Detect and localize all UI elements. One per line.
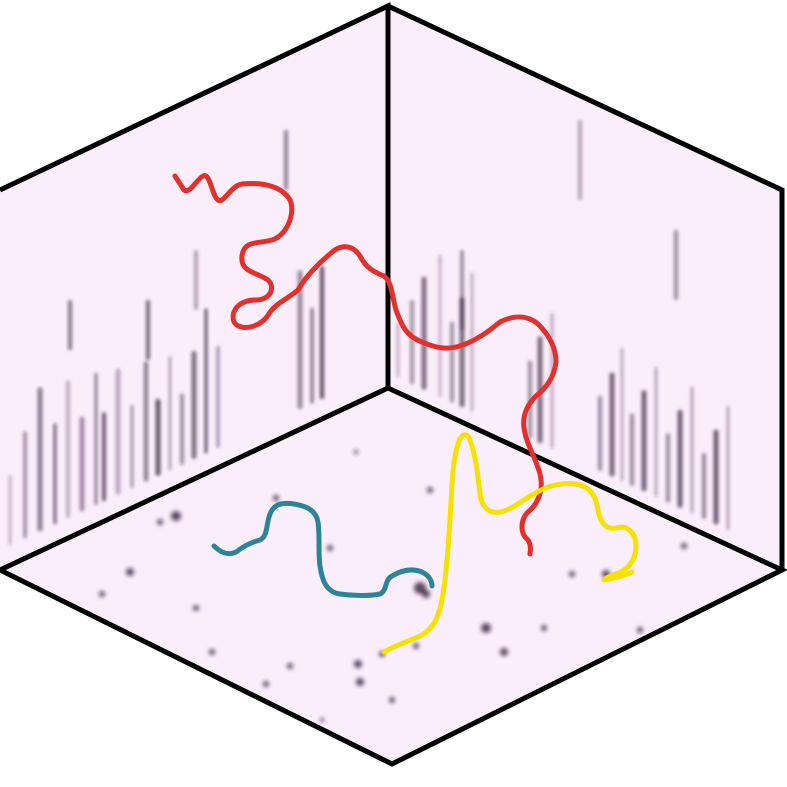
right-wall-streak [726,406,730,531]
floor-spot [422,590,430,598]
right-wall-streak [396,322,400,378]
floor-spot [354,660,362,668]
floor-spot [354,450,358,454]
left-wall-streak [194,250,198,310]
left-wall-streak [297,270,303,410]
right-wall-streak [641,390,647,492]
floor-spot [500,648,508,656]
floor-spot [126,568,134,576]
right-wall-streak [609,372,615,477]
floor-edge [0,385,787,767]
floor-spot [157,519,163,525]
right-wall-streak [702,452,706,519]
right-wall-streak [630,413,634,486]
right-wall-streak [713,429,719,525]
left-wall-streak [94,372,98,505]
right-wall-streak [598,395,602,471]
floor-spot [327,545,333,551]
left-wall-streak [310,307,314,404]
trajectory-red [172,173,559,557]
left-wall-streak [168,356,172,471]
left-wall-streak [53,423,57,525]
left-wall-streak [66,380,70,519]
floor-spot [481,623,491,633]
floor-spot [209,649,215,655]
right-wall-streak [666,433,670,503]
right-wall-streak [410,300,414,385]
left-wall-streaks [8,130,324,546]
left-wall-streak [284,130,288,190]
left-wall-streak [216,345,220,448]
left-wall-streak [144,361,148,482]
left-wall-streak [23,431,27,539]
floor-spot [389,697,395,703]
floor-spots [99,450,687,722]
left-wall-streak [8,475,12,546]
floor-spot [263,681,269,687]
right-wall-streak [677,409,683,508]
floor-spot [273,495,279,501]
right-wall-streak [450,321,454,403]
right-wall-edge [386,3,785,570]
right-wall-streak [438,255,442,398]
left-wall-streak [79,416,85,512]
left-wall-streak [68,300,72,350]
right-wall-streak [674,230,678,300]
left-wall-streak [204,308,208,454]
floor-spot [637,627,643,633]
left-wall-streak [130,405,134,489]
left-wall-streak [37,387,43,532]
cube-edges [0,2,787,767]
right-wall-streak [578,120,582,200]
right-wall-panel [388,6,782,570]
floor-spot [541,625,547,631]
floor-spot [681,543,687,549]
left-wall-streak [102,412,106,502]
left-wall-streak [180,393,184,465]
right-wall-streak [620,348,624,482]
left-wall-streak [191,351,197,459]
floor-spot [414,582,426,594]
floor-spot [99,591,105,597]
left-wall-streak [115,368,121,495]
floor-spot [569,571,575,577]
right-wall-streak [690,386,694,514]
floor-spot [320,718,324,722]
trajectory-yellow [381,432,639,655]
right-wall-streak [421,276,427,390]
floor-spot [356,678,364,686]
left-wall-streak [155,398,161,476]
floor-spot [171,511,181,521]
trajectory-teal [211,500,435,598]
floor-spot [287,663,293,669]
right-wall-streak [460,250,464,330]
floor-spot [413,643,419,649]
left-wall-streak [320,265,324,399]
right-wall-streak [654,366,658,497]
left-wall-streak [146,300,150,360]
floor-spot [427,487,433,493]
floor-spot [193,605,199,611]
